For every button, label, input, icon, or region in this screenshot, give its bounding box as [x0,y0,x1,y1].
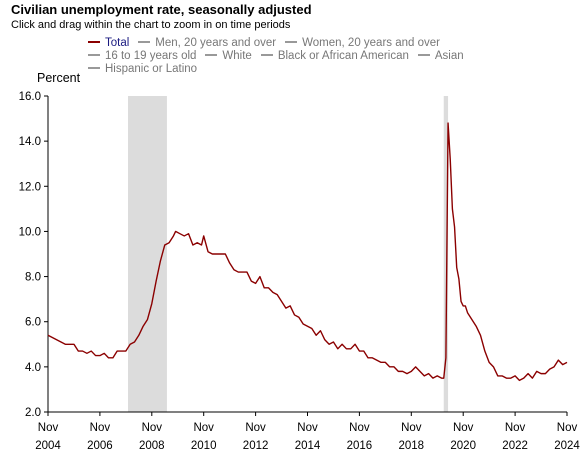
legend: Total Men, 20 years and over Women, 20 yea… [88,37,508,77]
legend-label: Total [105,37,130,49]
x-tick-label-month: Nov [193,422,214,434]
x-tick-label-month: Nov [349,422,370,434]
recession-band [128,96,167,412]
x-tick-label-month: Nov [401,422,422,434]
legend-item-men-20-years-and-over[interactable]: Men, 20 years and over [138,37,276,50]
legend-item-white[interactable]: White [205,50,252,63]
y-tick-label: 8.0 [25,272,41,284]
x-tick-label-year: 2006 [87,440,113,452]
legend-swatch [417,54,430,57]
x-tick-label-month: Nov [297,422,318,434]
legend-item-16-to-19-years-old[interactable]: 16 to 19 years old [88,50,196,63]
recession-bands [128,96,449,412]
y-tick-label: 14.0 [19,136,41,148]
y-tick-label: 4.0 [25,362,41,374]
series-line-total [47,122,568,382]
x-tick-label-month: Nov [142,422,163,434]
legend-swatch [88,67,100,70]
legend-swatch [260,54,273,57]
recession-band [443,96,449,412]
x-tick-label-month: Nov [453,422,474,434]
legend-label: Black or African American [277,50,409,63]
x-tick-label-month: Nov [38,422,59,434]
x-tick-label-year: 2012 [243,440,269,452]
legend-label: Women, 20 years and over [302,37,440,49]
x-tick-label-year: 2004 [35,440,61,452]
chart-subtitle: Click and drag within the chart to zoom … [11,19,291,31]
legend-swatch [88,40,100,43]
legend-label: 16 to 19 years old [105,50,197,63]
x-tick-label-month: Nov [90,422,111,434]
legend-label: Men, 20 years and over [155,37,277,49]
legend-swatch [138,40,151,43]
legend-item-total[interactable]: Total [88,37,129,50]
y-axis-label: Percent [37,71,81,85]
y-tick-label: 10.0 [19,226,41,238]
legend-swatch [205,54,218,57]
series-lines [47,122,568,382]
y-tick-label: 6.0 [25,317,41,329]
legend-label: White [222,50,252,63]
y-tick-label: 2.0 [25,407,41,419]
legend-item-asian[interactable]: Asian [417,50,464,63]
legend-label: Asian [434,50,464,63]
legend-item-women-20-years-and-over[interactable]: Women, 20 years and over [285,37,440,50]
x-tick-label-year: 2010 [191,440,217,452]
x-tick-label-month: Nov [505,422,526,434]
chart-title: Civilian unemployment rate, seasonally a… [11,2,312,17]
x-tick-label-year: 2016 [347,440,373,452]
legend-swatch [88,54,100,57]
x-tick-label-month: Nov [557,422,578,434]
x-tick-label-year: 2022 [502,440,528,452]
legend-item-black-or-african-american[interactable]: Black or African American [260,50,409,63]
x-tick-label-year: 2018 [399,440,425,452]
legend-item-hispanic-or-latino[interactable]: Hispanic or Latino [88,63,197,76]
x-tick-label-year: 2020 [450,440,476,452]
x-tick-label-year: 2024 [554,440,580,452]
legend-swatch [285,40,298,43]
x-tick-label-month: Nov [245,422,266,434]
legend-label: Hispanic or Latino [105,63,198,76]
y-tick-label: 12.0 [19,181,41,193]
axes: 2.0 4.0 6.0 8.0 10.0 12.0 14.0 16.0 Nov 2004 Nov 20… [19,91,581,452]
x-tick-label-year: 2014 [295,440,321,452]
y-tick-label: 16.0 [19,91,41,103]
x-tick-label-year: 2008 [139,440,165,452]
